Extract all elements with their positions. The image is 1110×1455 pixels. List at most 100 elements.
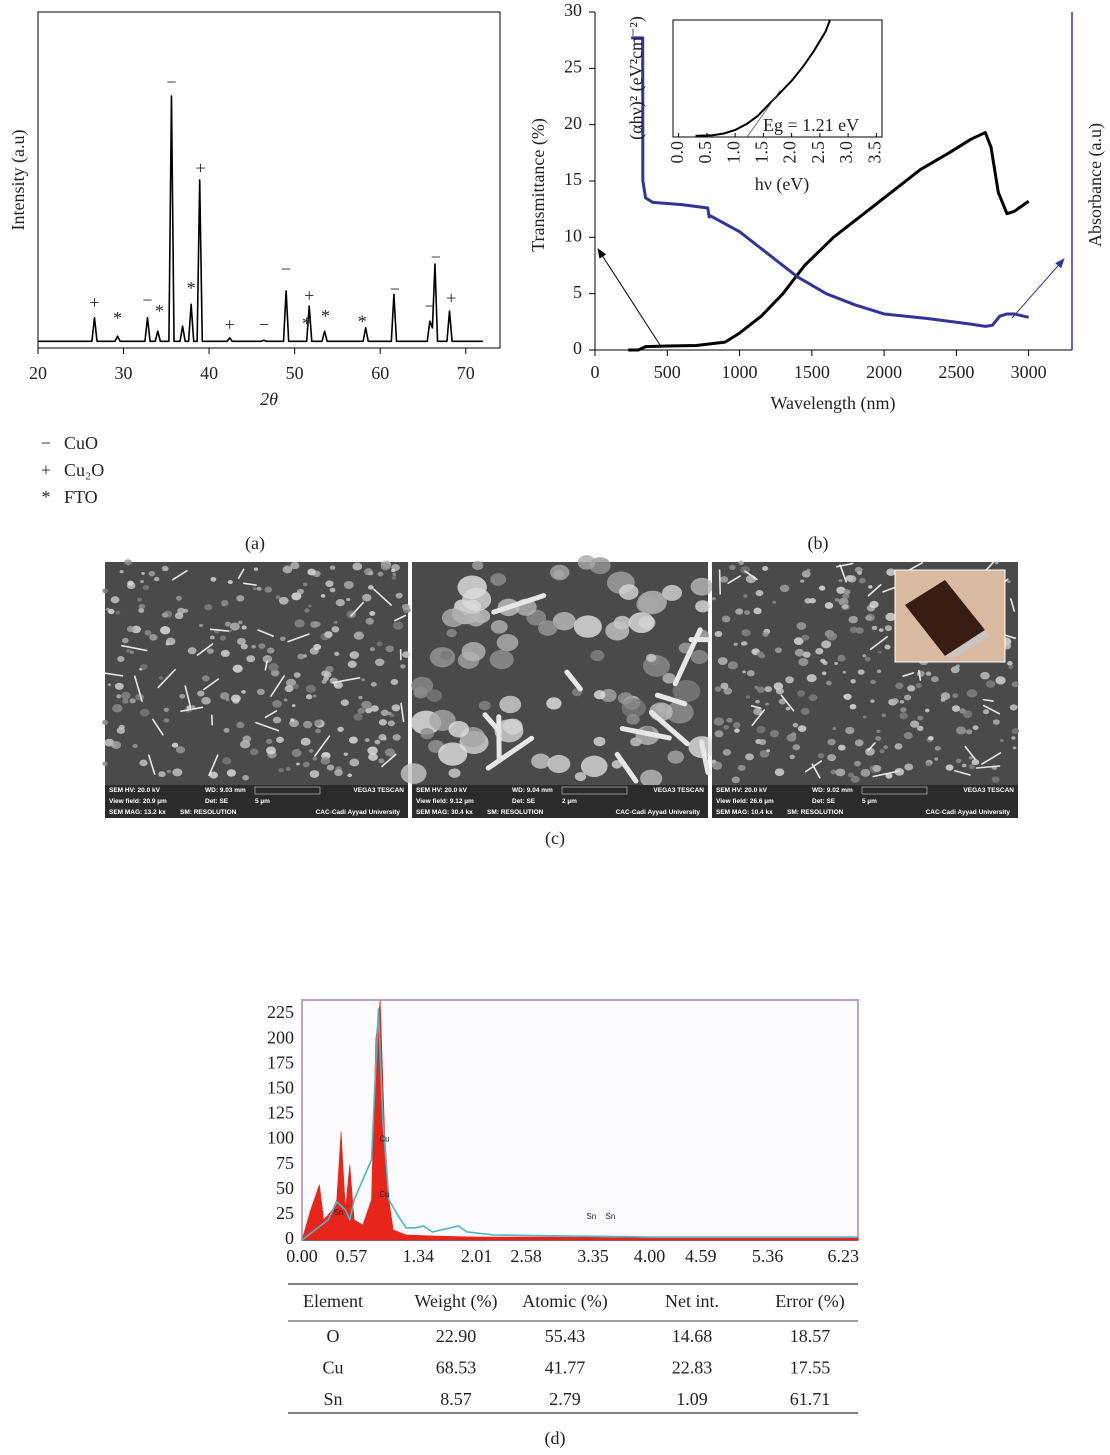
grain [174, 612, 184, 620]
grain [358, 695, 363, 700]
wire [180, 706, 204, 712]
grain [378, 758, 385, 764]
grain [279, 636, 286, 642]
sample-photo-edge [945, 630, 990, 660]
sem-info: View field: 26.6 µm [716, 798, 774, 805]
grain [838, 579, 843, 583]
sem-info: WD: 9.03 mm [205, 787, 246, 794]
series-line [38, 95, 483, 343]
x-tick-label: 3000 [1011, 362, 1047, 382]
grain [1012, 746, 1017, 750]
grain [357, 707, 365, 714]
grain [343, 752, 348, 756]
grain [411, 676, 434, 695]
grain [250, 748, 259, 756]
grain [378, 734, 387, 741]
grain [722, 748, 732, 756]
grain [384, 748, 396, 757]
wire [1010, 598, 1016, 612]
grain [307, 568, 316, 576]
series-line [746, 89, 781, 137]
grain [774, 647, 782, 654]
grain [1007, 661, 1013, 666]
wire [750, 705, 762, 710]
grain [847, 772, 855, 778]
grain [378, 719, 387, 726]
grain [163, 718, 170, 723]
grain [968, 756, 973, 760]
wire [196, 643, 214, 656]
x-tick-label: 500 [654, 362, 681, 382]
grain [107, 608, 115, 615]
grain [825, 680, 832, 686]
sem-info: 5 µm [862, 798, 877, 805]
grain [121, 637, 129, 644]
wire [237, 568, 245, 580]
grain [209, 771, 218, 779]
wire [148, 754, 156, 775]
grain [420, 728, 435, 740]
peak-label: Cu [379, 1135, 389, 1144]
table-cell: 14.68 [672, 1326, 713, 1346]
sem-info: 5 µm [255, 798, 270, 805]
table-header: Element [303, 1291, 363, 1311]
x-tick-label: 40 [200, 363, 218, 383]
grain [220, 649, 230, 658]
grain [992, 719, 1000, 725]
grain [756, 651, 764, 657]
grain [402, 651, 411, 658]
grain [837, 655, 846, 662]
grain [496, 633, 519, 652]
wire [332, 677, 361, 684]
x-tick-label: 0.57 [336, 1246, 368, 1266]
panel-label: (c) [545, 828, 565, 849]
grain [236, 721, 245, 729]
grain [478, 700, 491, 711]
grain [275, 595, 281, 600]
grain [313, 643, 322, 651]
wire [255, 721, 280, 732]
grain [735, 608, 744, 615]
x-tick-label: 2.58 [510, 1246, 542, 1266]
grain [827, 738, 836, 746]
grain [858, 577, 866, 584]
grain [637, 590, 667, 615]
grain [246, 655, 256, 663]
inset-x-tick-label: 0.0 [667, 141, 687, 164]
grain [640, 769, 663, 788]
wire [953, 769, 971, 776]
grain [884, 625, 892, 632]
grain [772, 600, 777, 604]
grain [124, 559, 132, 566]
peak-marker: * [358, 311, 367, 331]
grain [792, 722, 799, 728]
inset-x-tick-label: 2.0 [780, 141, 800, 164]
grain [276, 736, 284, 743]
grain [774, 768, 785, 777]
grain [843, 693, 852, 700]
sample-photo [905, 580, 985, 656]
peak-marker: − [259, 314, 269, 334]
grain [835, 768, 846, 777]
wire [172, 570, 188, 581]
grain [758, 738, 767, 746]
wire [744, 570, 758, 581]
grain [349, 651, 360, 659]
sem-info: 2 µm [562, 798, 577, 805]
grain [1009, 704, 1018, 711]
grain [320, 757, 331, 765]
wire [751, 709, 765, 727]
grain [291, 704, 296, 708]
grain [991, 776, 1000, 783]
grain [293, 672, 301, 678]
grain [983, 709, 990, 715]
grain [347, 660, 357, 668]
grain [325, 665, 334, 673]
wire [975, 765, 1001, 769]
grain [723, 687, 733, 695]
grain [291, 592, 302, 601]
y-tick-label: 225 [267, 1002, 294, 1022]
grain [266, 746, 276, 755]
grain [140, 663, 148, 670]
